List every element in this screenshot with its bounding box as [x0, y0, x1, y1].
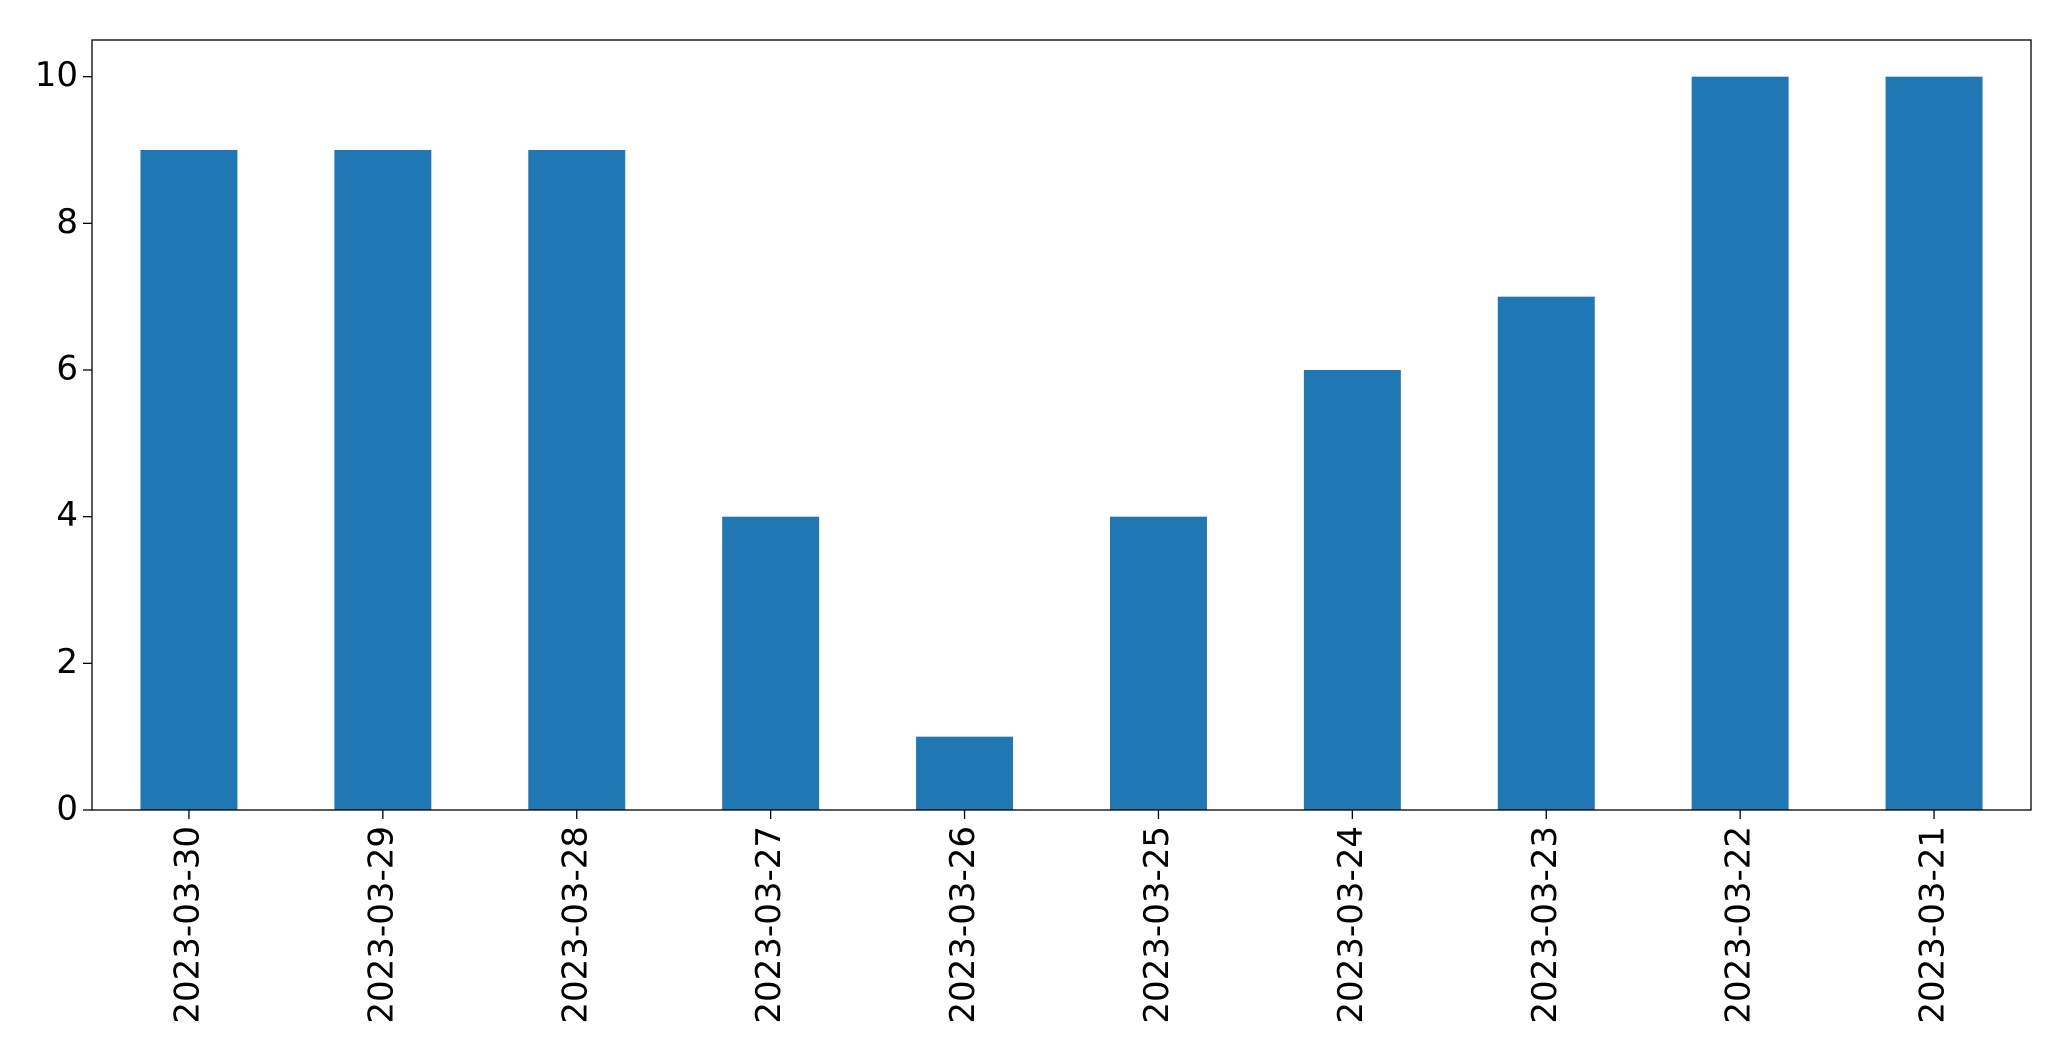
bar [916, 736, 1014, 810]
x-tick-label: 2023-03-30 [167, 826, 207, 1024]
bar [528, 150, 626, 810]
y-tick-label: 0 [56, 789, 78, 829]
bar [140, 150, 238, 810]
x-tick-label: 2023-03-21 [1913, 826, 1953, 1024]
y-tick-label: 10 [35, 55, 78, 95]
y-tick-label: 2 [56, 642, 78, 682]
x-tick-label: 2023-03-26 [943, 826, 983, 1024]
x-tick-label: 2023-03-23 [1525, 826, 1565, 1024]
x-tick-label: 2023-03-29 [361, 826, 401, 1024]
x-tick-label: 2023-03-24 [1331, 826, 1371, 1024]
bar [1109, 516, 1207, 810]
x-tick-label: 2023-03-25 [1137, 826, 1177, 1024]
plot-frame [91, 39, 2032, 811]
x-tick-label: 2023-03-22 [1719, 826, 1759, 1024]
x-tick-label: 2023-03-28 [555, 826, 595, 1024]
x-tick-label: 2023-03-27 [749, 826, 789, 1024]
bar [1303, 370, 1401, 810]
y-tick-label: 8 [56, 202, 78, 242]
y-tick-label: 6 [56, 349, 78, 389]
bar [1497, 296, 1595, 811]
bar [1691, 76, 1789, 810]
bar [722, 516, 820, 810]
y-tick-label: 4 [56, 495, 78, 535]
bar [1885, 76, 1983, 810]
bar [334, 150, 432, 810]
